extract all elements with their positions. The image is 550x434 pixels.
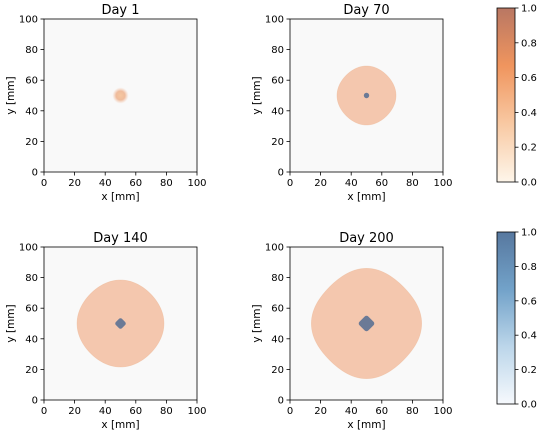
x-tick-label: 60 <box>129 406 142 417</box>
x-axis-label: x [mm] <box>347 191 385 203</box>
colorbar-tick-label: 0.0 <box>521 400 537 411</box>
colorbar-tick-label: 1.0 <box>521 4 537 15</box>
colorbar-tick-label: 0.8 <box>521 38 537 49</box>
x-tick-label: 0 <box>41 178 47 189</box>
y-tick-label: 60 <box>271 304 284 315</box>
y-tick-label: 40 <box>271 106 284 117</box>
colorbar-tick-label: 0.6 <box>521 73 537 84</box>
panel-1: 00 20 20 40 40 60 60 80 80 100 100 Day 1 x [mm] y [mm… <box>5 3 207 203</box>
x-tick-label: 0 <box>41 406 47 417</box>
x-tick-label: 80 <box>160 178 173 189</box>
heatmap-field <box>76 279 165 368</box>
panel-title: Day 200 <box>339 231 394 246</box>
x-tick-label: 100 <box>187 406 206 417</box>
colorbar-tick-label: 1.0 <box>521 228 537 239</box>
y-tick-label: 0 <box>32 168 38 179</box>
cart-region <box>115 318 126 329</box>
panel-2: 00 20 20 40 40 60 60 80 80 100 100 Day 70 x [mm] y [m… <box>251 3 453 203</box>
y-tick-label: 100 <box>265 243 284 254</box>
colorbar-fill <box>497 8 515 182</box>
colorbar-tick-label: 0.2 <box>521 365 537 376</box>
x-tick-label: 20 <box>314 178 327 189</box>
x-tick-label: 60 <box>375 406 388 417</box>
x-tick-label: 60 <box>129 178 142 189</box>
y-axis-label: y [mm] <box>5 304 17 342</box>
y-tick-label: 40 <box>271 334 284 345</box>
y-tick-label: 80 <box>25 273 38 284</box>
heatmap-field <box>311 268 422 379</box>
heatmap-field <box>336 65 397 126</box>
x-tick-label: 40 <box>99 406 112 417</box>
y-axis-label: y [mm] <box>5 76 17 114</box>
y-tick-label: 20 <box>25 365 38 376</box>
y-tick-label: 100 <box>19 243 38 254</box>
axes-frame <box>289 246 444 401</box>
x-tick-label: 40 <box>345 178 358 189</box>
colorbar-tick-label: 0.4 <box>521 331 537 342</box>
x-axis-label: x [mm] <box>101 419 139 431</box>
x-axis-label: x [mm] <box>101 191 139 203</box>
panel-title: Day 70 <box>343 3 389 18</box>
axes-frame <box>289 18 444 173</box>
colorbar-tick-label: 0.2 <box>521 143 537 154</box>
cart-region <box>358 315 375 332</box>
y-tick-label: 0 <box>278 168 284 179</box>
x-tick-label: 0 <box>287 178 293 189</box>
y-tick-label: 20 <box>271 137 284 148</box>
x-axis-label: x [mm] <box>347 419 385 431</box>
y-tick-label: 80 <box>271 45 284 56</box>
colorbar-frame <box>496 7 516 183</box>
y-tick-label: 60 <box>25 304 38 315</box>
x-tick-label: 40 <box>345 406 358 417</box>
y-axis-label: y [mm] <box>251 76 263 114</box>
x-tick-label: 100 <box>187 178 206 189</box>
y-tick-label: 60 <box>271 76 284 87</box>
y-tick-label: 20 <box>25 137 38 148</box>
y-tick-label: 100 <box>265 15 284 26</box>
y-tick-label: 100 <box>19 15 38 26</box>
y-tick-label: 0 <box>278 396 284 407</box>
y-tick-label: 20 <box>271 365 284 376</box>
x-tick-label: 80 <box>406 178 419 189</box>
y-tick-label: 0 <box>32 396 38 407</box>
colorbar-fill <box>497 232 515 404</box>
x-tick-label: 20 <box>314 406 327 417</box>
y-tick-label: 60 <box>25 76 38 87</box>
axes-frame <box>43 18 198 173</box>
tumor-region <box>112 87 129 104</box>
x-tick-label: 0 <box>287 406 293 417</box>
panel-4: 00 20 20 40 40 60 60 80 80 100 100 Day 200 x [mm] y [… <box>251 231 453 431</box>
colorbar-tick-label: 0.4 <box>521 108 537 119</box>
colorbar-tick-label: 0.6 <box>521 296 537 307</box>
y-tick-label: 80 <box>271 273 284 284</box>
x-tick-label: 20 <box>68 178 81 189</box>
x-tick-label: 100 <box>433 406 452 417</box>
x-tick-label: 40 <box>99 178 112 189</box>
y-tick-label: 40 <box>25 334 38 345</box>
x-tick-label: 80 <box>160 406 173 417</box>
colorbar-tick-label: 0.0 <box>521 178 537 189</box>
colorbar-tick-label: 0.8 <box>521 262 537 273</box>
y-tick-label: 40 <box>25 106 38 117</box>
y-tick-label: 80 <box>25 45 38 56</box>
heatmap-field <box>112 87 129 104</box>
panel-3: 00 20 20 40 40 60 60 80 80 100 100 Day 140 x [mm] y [… <box>5 231 207 431</box>
panel-title: Day 1 <box>101 3 139 18</box>
x-tick-label: 60 <box>375 178 388 189</box>
x-tick-label: 100 <box>433 178 452 189</box>
x-tick-label: 80 <box>406 406 419 417</box>
panel-title: Day 140 <box>93 231 148 246</box>
axes-frame <box>43 246 198 401</box>
x-tick-label: 20 <box>68 406 81 417</box>
colorbar-tumor: 0.00.20.40.60.81.0Concentration of tumor… <box>496 4 537 189</box>
colorbar-cart: 0.00.20.40.60.81.0Concentration of CAR-T… <box>496 228 537 411</box>
y-axis-label: y [mm] <box>251 304 263 342</box>
cart-region <box>363 92 370 99</box>
colorbar-frame <box>496 231 516 405</box>
